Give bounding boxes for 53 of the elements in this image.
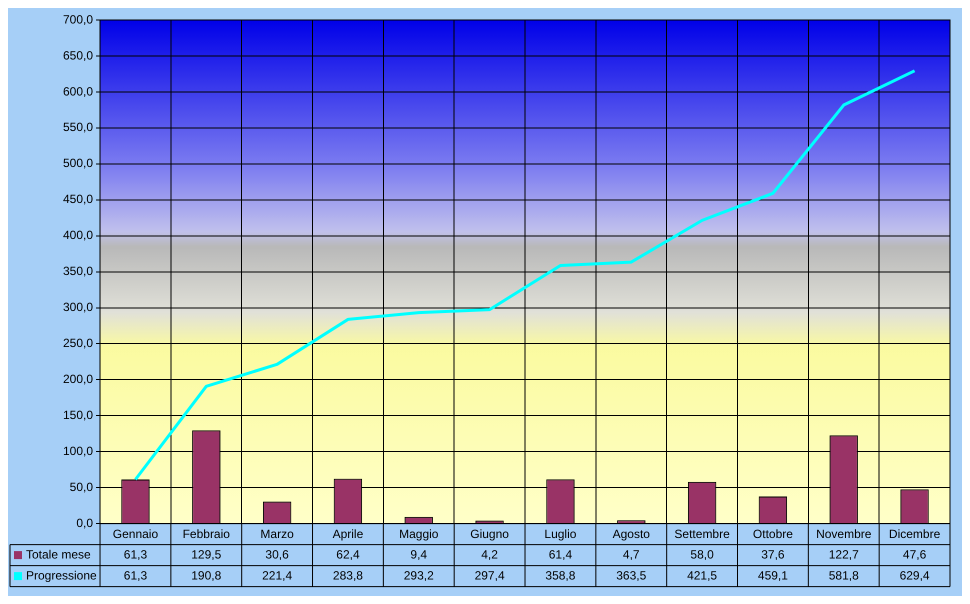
y-tick-label: 700,0 xyxy=(63,12,94,26)
y-tick-label: 0,0 xyxy=(76,516,94,530)
data-label: 58,0 xyxy=(690,547,714,562)
y-tick-label: 250,0 xyxy=(63,336,94,350)
data-label: 581,8 xyxy=(828,568,860,582)
y-tick-label: 50,0 xyxy=(70,480,94,494)
data-label: 297,4 xyxy=(474,568,505,582)
y-tick-label: 300,0 xyxy=(63,300,94,314)
data-label: 358,8 xyxy=(545,568,576,582)
data-label: 421,5 xyxy=(687,568,718,582)
data-label: 129,5 xyxy=(191,547,222,562)
x-tick-label: Dicembre xyxy=(888,527,941,542)
data-label: 629,4 xyxy=(900,568,930,582)
data-label: 283,8 xyxy=(332,568,364,582)
data-label: 61,3 xyxy=(124,568,148,582)
data-label: 61,4 xyxy=(548,547,572,562)
y-tick-label: 100,0 xyxy=(63,444,94,458)
y-tick-label: 550,0 xyxy=(63,120,94,134)
y-tick-label: 350,0 xyxy=(63,264,94,278)
x-tick-label: Agosto xyxy=(612,527,650,542)
y-tick-label: 200,0 xyxy=(63,372,94,386)
data-label: 190,8 xyxy=(191,568,222,582)
data-label: 37,6 xyxy=(761,547,785,562)
y-tick-label: 500,0 xyxy=(63,156,94,170)
x-tick-label: Ottobre xyxy=(752,527,794,542)
data-label: 4,2 xyxy=(481,547,498,562)
x-tick-label: Giugno xyxy=(470,527,510,542)
y-tick-label: 150,0 xyxy=(63,408,94,422)
data-label: 47,6 xyxy=(902,547,927,562)
data-label: 61,3 xyxy=(124,547,148,562)
x-tick-label: Gennaio xyxy=(112,527,158,542)
x-tick-label: Febbraio xyxy=(182,527,230,542)
data-label: 221,4 xyxy=(262,568,292,582)
x-tick-label: Settembre xyxy=(674,527,730,542)
x-tick-label: Luglio xyxy=(544,527,577,542)
data-label: 62,4 xyxy=(336,547,360,562)
data-label: 9,4 xyxy=(410,547,428,562)
y-tick-label: 650,0 xyxy=(63,48,94,62)
data-label: 4,7 xyxy=(622,547,640,562)
x-tick-label: Marzo xyxy=(260,527,294,542)
data-label: 363,5 xyxy=(616,568,647,582)
data-label: 122,7 xyxy=(828,547,860,562)
x-tick-label: Aprile xyxy=(332,527,364,542)
y-tick-label: 400,0 xyxy=(63,228,94,242)
x-tick-label: Maggio xyxy=(399,527,439,542)
legend-label: Progressione xyxy=(26,568,98,582)
data-label: 30,6 xyxy=(265,547,290,562)
legend-label: Totale mese xyxy=(26,547,92,562)
data-label: 293,2 xyxy=(404,568,434,582)
x-tick-label: Novembre xyxy=(816,527,872,542)
data-label: 459,1 xyxy=(758,568,788,582)
y-tick-label: 600,0 xyxy=(63,84,94,98)
y-tick-label: 450,0 xyxy=(63,192,94,206)
